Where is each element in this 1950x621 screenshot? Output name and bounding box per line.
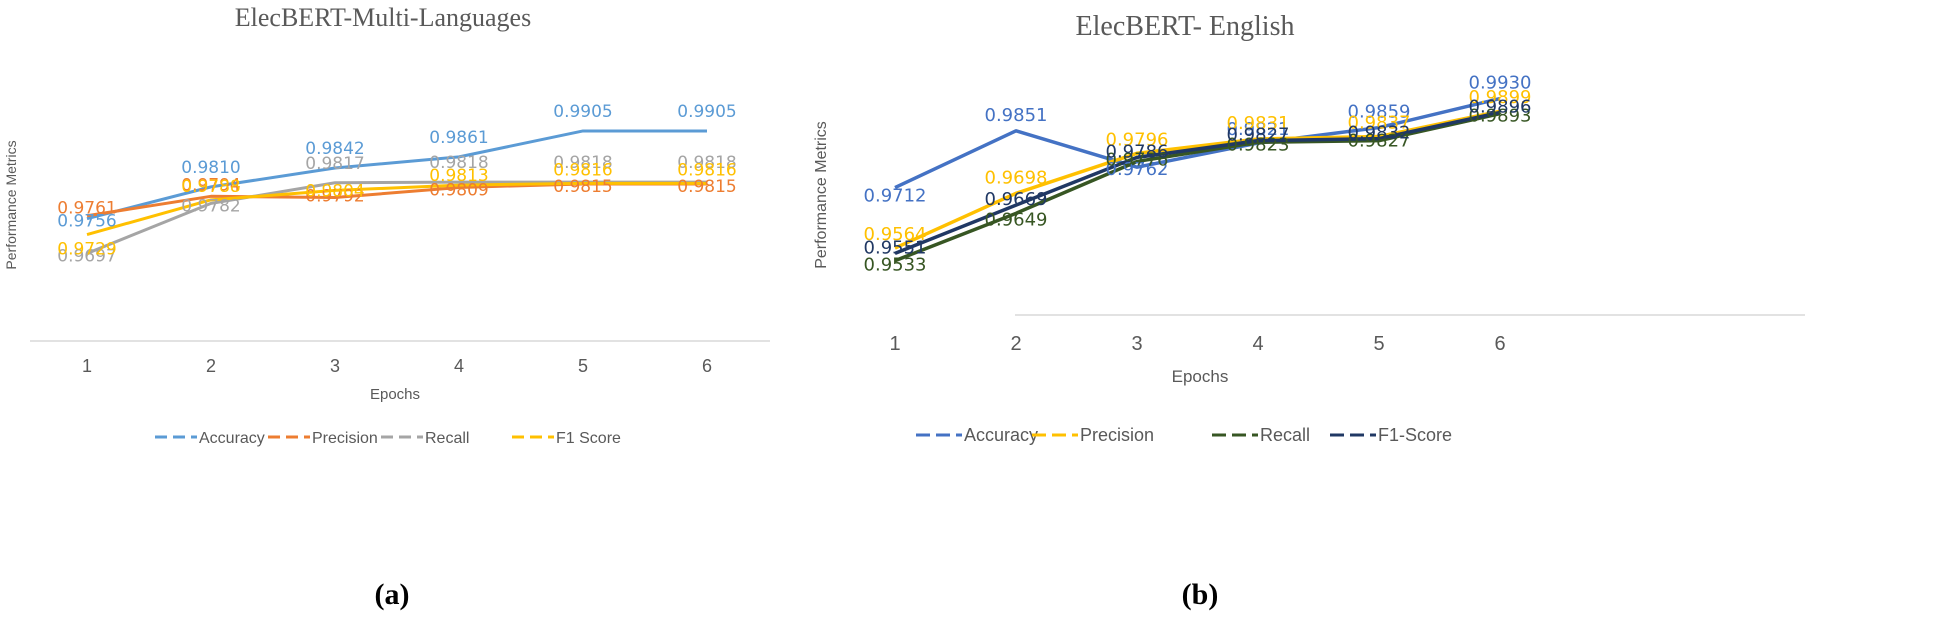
data-label: 0.9786 (1106, 141, 1169, 162)
series-line-f1-score (86, 181, 707, 237)
data-label: 0.9788 (181, 177, 240, 197)
data-label: 0.9893 (1469, 106, 1532, 127)
data-label: 0.9905 (677, 102, 736, 122)
data-label: 0.9818 (553, 153, 612, 173)
data-label: 0.9761 (57, 199, 116, 219)
data-label: 0.9698 (985, 167, 1048, 188)
data-label: 0.9804 (305, 181, 364, 201)
x-tick-label: 5 (578, 356, 588, 376)
data-label: 0.9818 (677, 153, 736, 173)
data-label: 0.9776 (1106, 149, 1169, 170)
data-label: 0.9792 (305, 186, 364, 206)
data-label: 0.9816 (677, 160, 736, 180)
series-line-accuracy (86, 129, 707, 221)
data-label: 0.9818 (429, 153, 488, 173)
data-label: 0.9712 (864, 186, 927, 207)
data-label: 0.9697 (57, 246, 116, 266)
data-label: 0.9729 (57, 240, 116, 260)
data-label: 0.9816 (553, 160, 612, 180)
legend-label: Precision (1080, 425, 1154, 445)
data-label: 0.9827 (1227, 125, 1290, 146)
chart-panel-a: ElecBERT-Multi-Languages 1 2 3 4 5 6 Epochs Perf… (3, 3, 770, 611)
data-label: 0.9649 (985, 209, 1048, 230)
x-tick-label: 4 (454, 356, 464, 376)
legend-label: Recall (1260, 425, 1310, 445)
legend-label: Recall (425, 430, 469, 447)
legend-label: Accuracy (964, 425, 1038, 445)
chart-title: ElecBERT- English (1076, 11, 1295, 42)
data-label: 0.9815 (553, 177, 612, 197)
data-label: 0.9809 (429, 180, 488, 200)
data-label: 0.9810 (181, 158, 240, 178)
data-label: 0.9782 (181, 196, 240, 216)
chart-title: ElecBERT-Multi-Languages (235, 3, 531, 32)
x-axis-label: Epochs (1172, 367, 1229, 386)
data-label: 0.9817 (305, 154, 364, 174)
data-label: 0.9896 (1469, 96, 1532, 117)
data-label: 0.9859 (1348, 102, 1411, 123)
data-label: 0.9831 (1227, 113, 1290, 134)
x-tick-label: 3 (1131, 333, 1142, 355)
x-axis-label: Epochs (370, 386, 420, 403)
series-line-accuracy (894, 96, 1501, 190)
data-label: 0.9827 (1348, 131, 1411, 152)
data-label: 0.9756 (57, 212, 116, 232)
data-label: 0.9905 (553, 102, 612, 122)
legend-label: F1 Score (556, 430, 621, 447)
x-tick-label: 2 (1010, 333, 1021, 355)
data-label: 0.9669 (985, 189, 1048, 210)
data-label: 0.9796 (1106, 129, 1169, 150)
data-label: 0.9533 (864, 255, 927, 276)
data-label: 0.9823 (1227, 134, 1290, 155)
data-label: 0.9851 (985, 105, 1048, 126)
series-line-recall (894, 111, 1501, 263)
data-label: 0.9794 (181, 175, 240, 195)
data-label: 0.9821 (1227, 119, 1290, 140)
subcaption: (a) (375, 578, 410, 611)
x-tick-label: 2 (206, 356, 216, 376)
legend-label: F1-Score (1378, 425, 1452, 445)
y-axis-label: Performance Metrics (3, 140, 19, 269)
data-label: 0.9899 (1469, 87, 1532, 108)
data-label: 0.9551 (864, 237, 927, 258)
data-label: 0.9832 (1348, 123, 1411, 144)
x-tick-label: 6 (1494, 333, 1505, 355)
x-tick-label: 4 (1252, 333, 1263, 355)
data-label: 0.9930 (1469, 73, 1532, 94)
chart-panel-b: ElecBERT- English 1 2 3 4 5 6 Epochs Performance… (813, 0, 1950, 621)
x-tick-label: 5 (1373, 333, 1384, 355)
data-label: 0.9842 (305, 139, 364, 159)
legend-label: Accuracy (199, 430, 265, 447)
data-label: 0.9762 (1106, 159, 1169, 180)
x-tick-label: 6 (702, 356, 712, 376)
subcaption: (b) (1182, 578, 1219, 611)
legend-label: Precision (312, 430, 378, 447)
data-label: 0.9813 (429, 166, 488, 186)
y-axis-label: Performance Metrics (813, 121, 830, 269)
x-tick-label: 1 (82, 356, 92, 376)
series-line-f1-score (894, 110, 1501, 255)
data-label: 0.9815 (677, 177, 736, 197)
data-label: 0.9564 (864, 224, 927, 245)
x-tick-label: 1 (889, 333, 900, 355)
x-tick-label: 3 (330, 356, 340, 376)
chart-a: ElecBERT-Multi-Languages 1 2 3 4 5 6 Epochs Perf… (3, 3, 770, 611)
chart-b: ElecBERT- English 1 2 3 4 5 6 Epochs Performance… (813, 11, 1805, 611)
series-line-precision (894, 109, 1501, 250)
data-label: 0.9861 (429, 128, 488, 148)
data-label: 0.9837 (1348, 113, 1411, 134)
